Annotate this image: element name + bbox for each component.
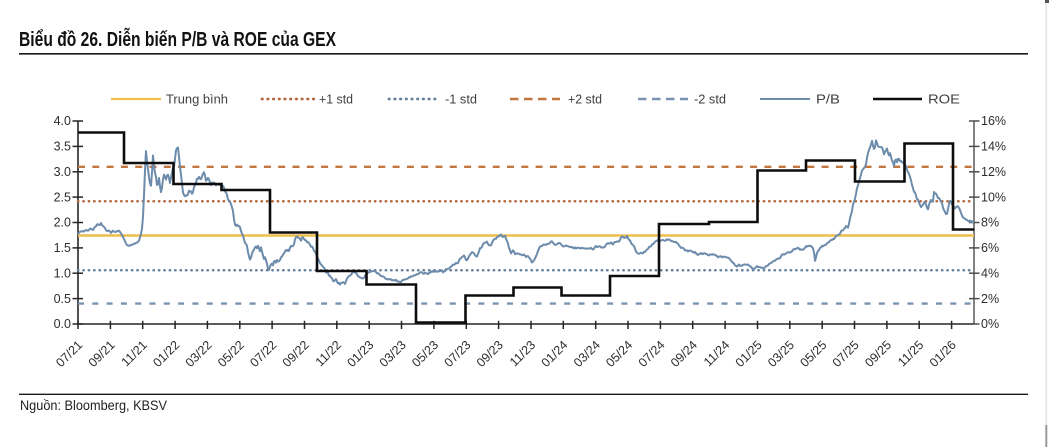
svg-text:Nguồn: Bloomberg, KBSV: Nguồn: Bloomberg, KBSV <box>20 398 167 413</box>
svg-text:P/B: P/B <box>816 92 840 107</box>
svg-text:6%: 6% <box>981 241 999 255</box>
svg-text:12%: 12% <box>981 165 1006 179</box>
svg-text:Biểu đồ 26. Diễn biến P/B và R: Biểu đồ 26. Diễn biến P/B và ROE của GEX <box>19 27 337 51</box>
svg-text:4%: 4% <box>981 266 999 280</box>
svg-text:+2 std: +2 std <box>568 92 602 107</box>
svg-text:2.0: 2.0 <box>54 216 71 230</box>
svg-text:14%: 14% <box>981 140 1006 154</box>
svg-text:0.0: 0.0 <box>54 317 71 331</box>
svg-text:0%: 0% <box>981 317 999 331</box>
svg-text:1.5: 1.5 <box>54 241 71 255</box>
svg-text:Trung bình: Trung bình <box>166 92 228 107</box>
svg-text:-2 std: -2 std <box>694 92 726 107</box>
svg-text:16%: 16% <box>981 114 1006 128</box>
svg-text:3.5: 3.5 <box>54 140 71 154</box>
svg-text:2%: 2% <box>981 292 999 306</box>
svg-text:8%: 8% <box>981 216 999 230</box>
svg-text:2.5: 2.5 <box>54 190 71 204</box>
svg-text:4.0: 4.0 <box>54 114 71 128</box>
svg-text:-1 std: -1 std <box>445 92 477 107</box>
svg-text:+1 std: +1 std <box>319 92 353 107</box>
svg-text:10%: 10% <box>981 190 1006 204</box>
svg-text:3.0: 3.0 <box>54 165 71 179</box>
svg-text:ROE: ROE <box>928 92 960 107</box>
svg-text:0.5: 0.5 <box>54 292 71 306</box>
svg-text:1.0: 1.0 <box>54 266 71 280</box>
